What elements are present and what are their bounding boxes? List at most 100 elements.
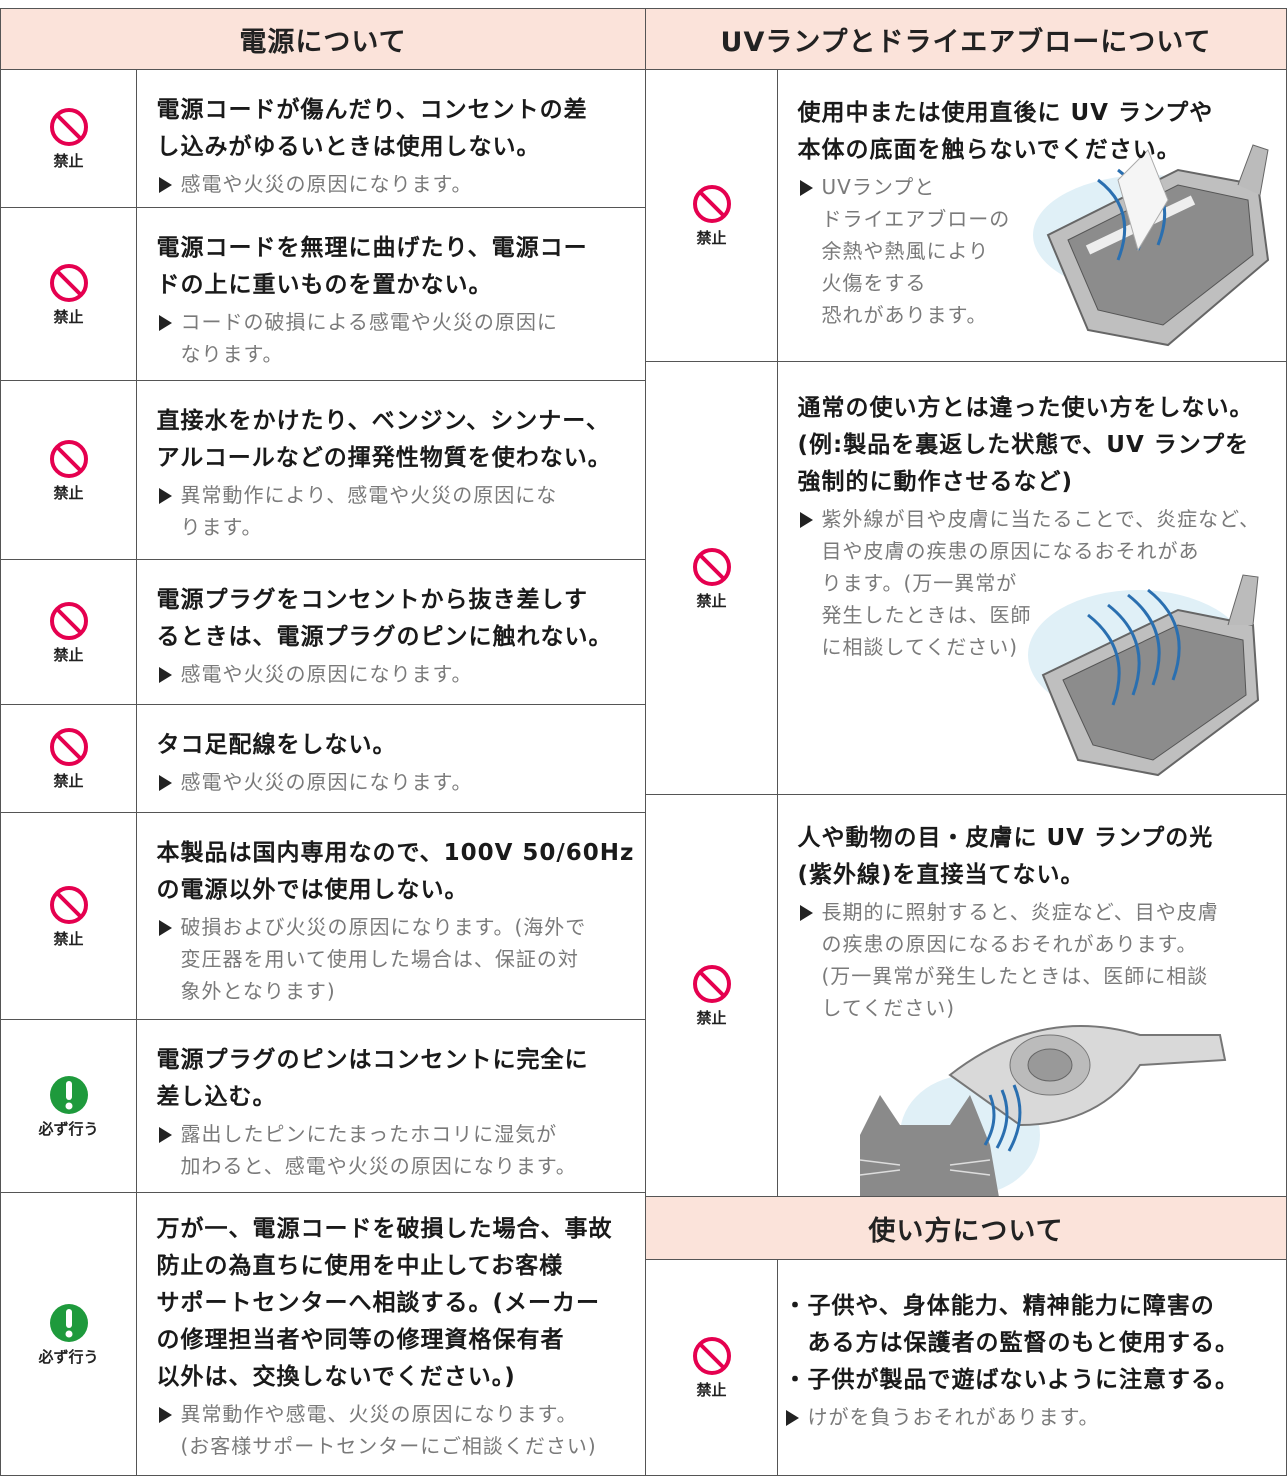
heading-line: 電源コードを無理に曲げたり、電源コー: [156, 235, 588, 261]
note-line: してください): [821, 996, 956, 1020]
text-cell: 直接水をかけたり、ベンジン、シンナー、 アルコールなどの揮発性物質を使わない。 異常…: [135, 381, 646, 560]
note-line: 感電や火災の原因になります。: [180, 770, 473, 794]
heading-line: の電源以外では使用しない。: [156, 877, 469, 903]
note-line: 加わると、感電や火災の原因になります。: [180, 1154, 577, 1178]
icon-label: 必ず行う: [38, 1347, 99, 1366]
section-header: 電源について: [0, 8, 646, 70]
text-block: ・子供や、身体能力、精神能力に障害のある方は保護者の監督のもと使用する。・子供が…: [784, 1288, 1287, 1433]
heading-line: サポートセンターへ相談する。(メーカー: [156, 1290, 601, 1316]
prohibit-icon: [692, 1337, 731, 1375]
text-cell: 電源プラグをコンセントから抜き差しす るときは、電源プラグのピンに触れない。 感電や…: [135, 560, 646, 705]
heading-line: るときは、電源プラグのピンに触れない。: [156, 624, 613, 650]
note-line: 火傷をする: [821, 271, 927, 295]
heading-line: 強制的に動作させるなど): [797, 469, 1074, 495]
text-block: 電源プラグのピンはコンセントに完全に 差し込む。露出したピンにたまったホコリに湿気…: [157, 1042, 646, 1182]
note-line: 異常動作や感電、火災の原因になります。: [180, 1402, 578, 1426]
icon-cell: 禁止: [0, 813, 137, 1020]
note-line: 変圧器を用いて使用した場合は、保証の対: [180, 947, 579, 971]
section-header: 使い方について: [645, 1196, 1287, 1260]
note-line: 長期的に照射すると、炎症など、目や皮膚: [821, 900, 1219, 924]
note: 異常動作により、感電や火災の原因にな ります。: [157, 479, 646, 543]
note-line: コードの破損による感電や火災の原因に: [180, 310, 558, 334]
mandatory-icon: [49, 1075, 88, 1114]
text-cell: 使用中または使用直後に UV ランプや 本体の底面を触らないでください。 UVランプ…: [776, 70, 1287, 362]
note-marker: [158, 1407, 172, 1423]
icon-cell: 禁止: [0, 381, 137, 560]
text-block: 電源プラグをコンセントから抜き差しす るときは、電源プラグのピンに触れない。 感電や…: [157, 582, 646, 690]
note-line: 異常動作により、感電や火災の原因にな: [180, 483, 558, 507]
note: UVランプと ドライエアブローの 余熱や熱風により 火傷をする 恐れがあります。: [798, 171, 1287, 331]
note: 感電や火災の原因になります。: [157, 168, 646, 200]
note-marker: [158, 775, 172, 791]
icon-cell: 禁止: [0, 70, 137, 208]
heading-line: (例:製品を裏返した状態で、UV ランプを: [797, 432, 1250, 458]
note: 破損および火災の原因になります。(海外で 変圧器を用いて使用した場合は、保証の対象…: [157, 911, 646, 1007]
heading-line: 人や動物の目・皮膚に UV ランプの光: [797, 825, 1214, 851]
note-line: に相談してください): [821, 635, 1019, 659]
note-marker: [158, 315, 172, 331]
heading-line: 以外は、交換しないでください。): [156, 1364, 516, 1390]
heading-line: アルコールなどの揮発性物質を使わない。: [156, 445, 612, 471]
text-cell: 電源プラグのピンはコンセントに完全に 差し込む。露出したピンにたまったホコリに湿気…: [135, 1020, 646, 1193]
text-block: 直接水をかけたり、ベンジン、シンナー、 アルコールなどの揮発性物質を使わない。 異常…: [157, 403, 646, 543]
icon-label: 禁止: [53, 483, 84, 502]
text-block: 人や動物の目・皮膚に UV ランプの光 (紫外線)を直接当てない。長期的に照射する…: [798, 820, 1287, 1024]
icon-cell: 禁止: [0, 560, 137, 705]
note-marker: [785, 1410, 799, 1426]
text-cell: 人や動物の目・皮膚に UV ランプの光 (紫外線)を直接当てない。長期的に照射する…: [776, 795, 1287, 1197]
note: 長期的に照射すると、炎症など、目や皮膚 の疾患の原因になるおそれがあります。 (万一…: [798, 896, 1287, 1024]
heading-line: ・子供が製品で遊ばないように注意する。: [783, 1367, 1240, 1393]
icon-cell: 禁止: [645, 1260, 778, 1476]
note: 紫外線が目や皮膚に当たることで、炎症など、 目や皮膚の疾患の原因になるおそれがあり…: [798, 503, 1287, 663]
text-block: 電源コードが傷んだり、コンセントの差 し込みがゆるいときは使用しない。 感電や火災の…: [157, 92, 646, 200]
note-line: ります。: [180, 515, 263, 539]
note: けがを負うおそれがあります。: [784, 1401, 1287, 1433]
icon-label: 禁止: [53, 152, 84, 170]
heading-line: ・子供や、身体能力、精神能力に障害の: [783, 1293, 1215, 1319]
text-block: 本製品は国内専用なので、100V 50/60Hz の電源以外では使用しない。 破損お…: [157, 835, 646, 1007]
cat-illustration: [859, 1025, 1227, 1203]
heading-line: 電源プラグのピンはコンセントに完全に: [156, 1047, 589, 1073]
note-line: の疾患の原因になるおそれがあります。: [821, 932, 1198, 956]
text-block: 使用中または使用直後に UV ランプや 本体の底面を触らないでください。 UVランプ…: [798, 95, 1287, 331]
note-marker: [799, 180, 813, 196]
note-marker: [158, 488, 172, 504]
heading-line: 本体の底面を触らないでください。: [797, 137, 1181, 163]
note: 異常動作や感電、火災の原因になります。 (お客様サポートセンターにご相談ください): [157, 1398, 646, 1462]
section-header: UVランプとドライエアブローについて: [645, 8, 1287, 70]
text-cell: ・子供や、身体能力、精神能力に障害のある方は保護者の監督のもと使用する。・子供が…: [776, 1260, 1287, 1476]
icon-label: 禁止: [696, 1009, 727, 1027]
note-line: ドライエアブローの: [821, 207, 1011, 231]
icon-cell: 必ず行う: [0, 1020, 137, 1193]
text-cell: 万が一、電源コードを破損した場合、事故 防止の為直ちに使用を中止してお客様 サポート…: [135, 1193, 646, 1476]
text-block: タコ足配線をしない。 感電や火災の原因になります。: [157, 727, 646, 798]
prohibit-icon: [49, 263, 88, 302]
heading-line: (紫外線)を直接当てない。: [797, 862, 1085, 888]
text-cell: タコ足配線をしない。 感電や火災の原因になります。: [135, 705, 646, 813]
prohibit-icon: [49, 439, 88, 478]
heading-line: ある方は保護者の監督のもと使用する。: [807, 1330, 1240, 1356]
uv-lamp-illustration-2: [1028, 574, 1260, 777]
prohibit-icon: [692, 965, 731, 1003]
note: 感電や火災の原因になります。: [157, 766, 646, 798]
heading-line: 電源コードが傷んだり、コンセントの差: [156, 97, 588, 123]
note-line: 露出したピンにたまったホコリに湿気が: [180, 1122, 558, 1146]
note: 感電や火災の原因になります。: [157, 658, 646, 690]
icon-cell: 禁止: [0, 208, 137, 381]
note-marker: [158, 177, 172, 193]
uv-lamp-illustration: [1033, 144, 1270, 347]
note-marker: [158, 667, 172, 683]
note-line: 恐れがあります。: [821, 303, 988, 327]
note-line: けがを負うおそれがあります。: [807, 1405, 1100, 1429]
icon-cell: 禁止: [645, 362, 778, 795]
note-line: なります。: [180, 342, 284, 366]
note: 露出したピンにたまったホコリに湿気が 加わると、感電や火災の原因になります。: [157, 1118, 646, 1182]
prohibit-icon: [49, 601, 88, 640]
note: コードの破損による感電や火災の原因に なります。: [157, 306, 646, 370]
icon-label: 禁止: [696, 1381, 727, 1399]
prohibit-icon: [49, 885, 88, 924]
prohibit-icon: [49, 728, 88, 766]
icon-label: 禁止: [53, 772, 84, 790]
heading-line: 差し込む。: [156, 1084, 277, 1110]
